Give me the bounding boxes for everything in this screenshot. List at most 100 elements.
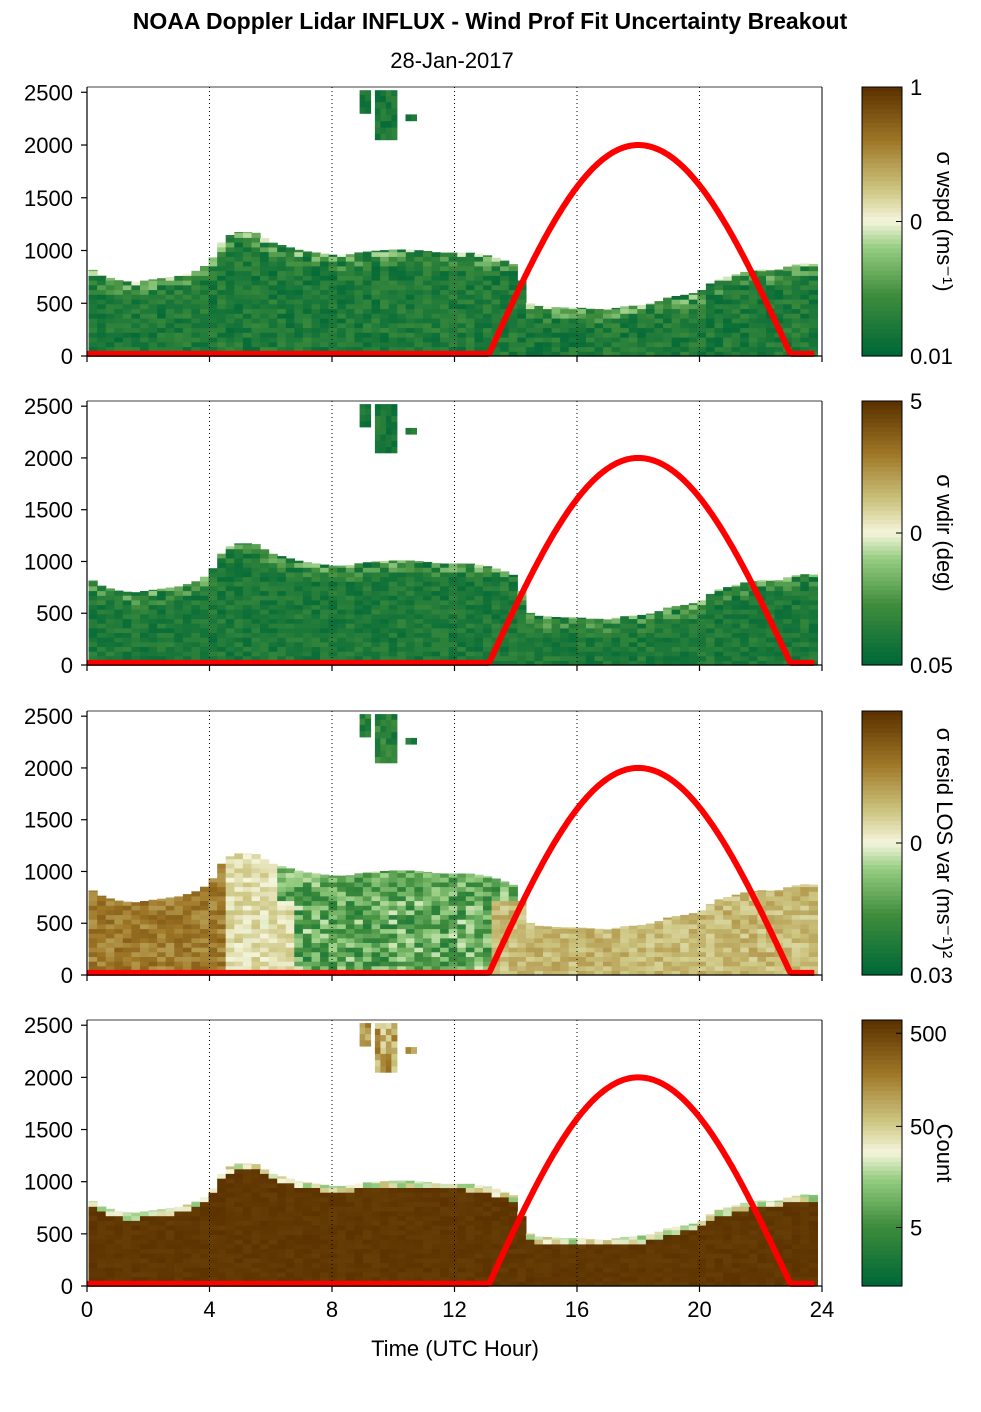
heatmap-cell	[337, 571, 347, 578]
heatmap-cell	[723, 965, 733, 971]
heatmap-cell	[268, 965, 278, 971]
heatmap-cell	[182, 947, 193, 953]
heatmap-cell	[766, 951, 776, 957]
heatmap-cell	[465, 284, 475, 291]
heatmap-cell	[397, 341, 407, 348]
heatmap-cell	[165, 637, 175, 643]
heatmap-cell	[97, 303, 107, 310]
heatmap-cell	[594, 632, 604, 638]
heatmap-cell	[328, 609, 338, 615]
heatmap-cell	[277, 891, 287, 897]
heatmap-cell	[740, 341, 750, 348]
heatmap-cell	[97, 346, 107, 352]
heatmap-cell	[525, 651, 536, 657]
heatmap-cell	[157, 942, 167, 948]
heatmap-cell	[251, 548, 261, 554]
heatmap-cell	[800, 965, 810, 971]
heatmap-cell	[465, 923, 475, 930]
heatmap-cell	[603, 929, 613, 934]
heatmap-cell	[234, 341, 244, 348]
heatmap-cell	[328, 341, 338, 348]
heatmap-cell	[628, 627, 638, 633]
heatmap-cell	[225, 937, 235, 943]
heatmap-cell	[174, 965, 184, 971]
heatmap-cell	[474, 294, 484, 300]
heatmap-cell	[491, 965, 501, 971]
heatmap-cell	[191, 933, 201, 939]
heatmap-cell	[671, 351, 681, 357]
heatmap-cell	[328, 256, 338, 262]
heatmap-cell	[654, 308, 664, 314]
heatmap-cell	[251, 590, 261, 596]
heatmap-cell	[294, 299, 304, 305]
heatmap-cell	[268, 961, 278, 967]
heatmap-cell	[457, 646, 467, 652]
heatmap-cell	[714, 933, 724, 939]
heatmap-cell	[380, 346, 390, 352]
heatmap-cell	[242, 548, 253, 554]
heatmap-cell	[191, 613, 201, 620]
heatmap-cell	[345, 623, 355, 629]
heatmap-cell	[740, 284, 750, 291]
heatmap-cell	[543, 306, 553, 310]
heatmap-cell	[414, 341, 424, 348]
heatmap-cell	[388, 299, 398, 305]
heatmap-cell	[414, 914, 424, 920]
heatmap-cell	[534, 933, 544, 939]
heatmap-cell	[251, 923, 261, 930]
heatmap-cell	[182, 618, 193, 624]
heatmap-cell	[268, 881, 278, 888]
heatmap-cell	[431, 270, 441, 276]
heatmap-cell	[577, 322, 587, 329]
colorbar-segment	[862, 203, 902, 209]
heatmap-cell	[594, 951, 604, 957]
heatmap-cell	[714, 604, 724, 610]
heatmap-cell	[397, 261, 407, 267]
heatmap-cell	[242, 322, 253, 329]
heatmap-cell	[122, 901, 132, 906]
heatmap-cell	[740, 637, 750, 643]
heatmap-cell	[551, 332, 561, 338]
heatmap-cell	[663, 632, 673, 638]
heatmap-cell	[508, 590, 518, 596]
heatmap-cell	[251, 895, 261, 902]
heatmap-cell	[731, 585, 741, 592]
heatmap-cell	[320, 585, 330, 592]
colorbar-segment	[862, 638, 902, 644]
heatmap-cell	[594, 956, 604, 962]
heatmap-cell	[414, 947, 424, 953]
heatmap-cell	[534, 618, 544, 624]
heatmap-cell	[723, 655, 733, 661]
heatmap-cell	[774, 351, 784, 357]
heatmap-cell	[268, 299, 278, 305]
heatmap-cell	[508, 637, 518, 643]
heatmap-cell	[508, 933, 518, 939]
heatmap-cell	[483, 299, 493, 305]
heatmap-cell	[277, 872, 287, 878]
heatmap-cell	[628, 951, 638, 957]
heatmap-cell	[362, 909, 373, 916]
heatmap-cell	[208, 947, 218, 953]
heatmap-cell	[603, 327, 613, 333]
heatmap-cell	[714, 599, 724, 606]
heatmap-cell	[714, 337, 724, 343]
heatmap-cell	[311, 563, 321, 568]
heatmap-cell	[517, 332, 527, 338]
heatmap-cell	[500, 571, 510, 573]
heatmap-cell	[405, 256, 415, 262]
heatmap-cell	[440, 327, 450, 333]
heatmap-cell	[200, 641, 210, 647]
heatmap-cell	[114, 914, 124, 920]
heatmap-cell	[277, 245, 287, 248]
heatmap-cell	[157, 299, 167, 305]
heatmap-cell	[680, 937, 690, 943]
heatmap-cell	[354, 261, 364, 267]
heatmap-cell	[500, 289, 510, 295]
heatmap-cell	[328, 881, 338, 888]
heatmap-cell	[397, 909, 407, 916]
heatmap-cell	[97, 275, 107, 276]
heatmap-blob-cell	[391, 108, 398, 115]
heatmap-cell	[603, 627, 613, 633]
heatmap-cell	[491, 346, 501, 352]
heatmap-cell	[337, 875, 347, 878]
